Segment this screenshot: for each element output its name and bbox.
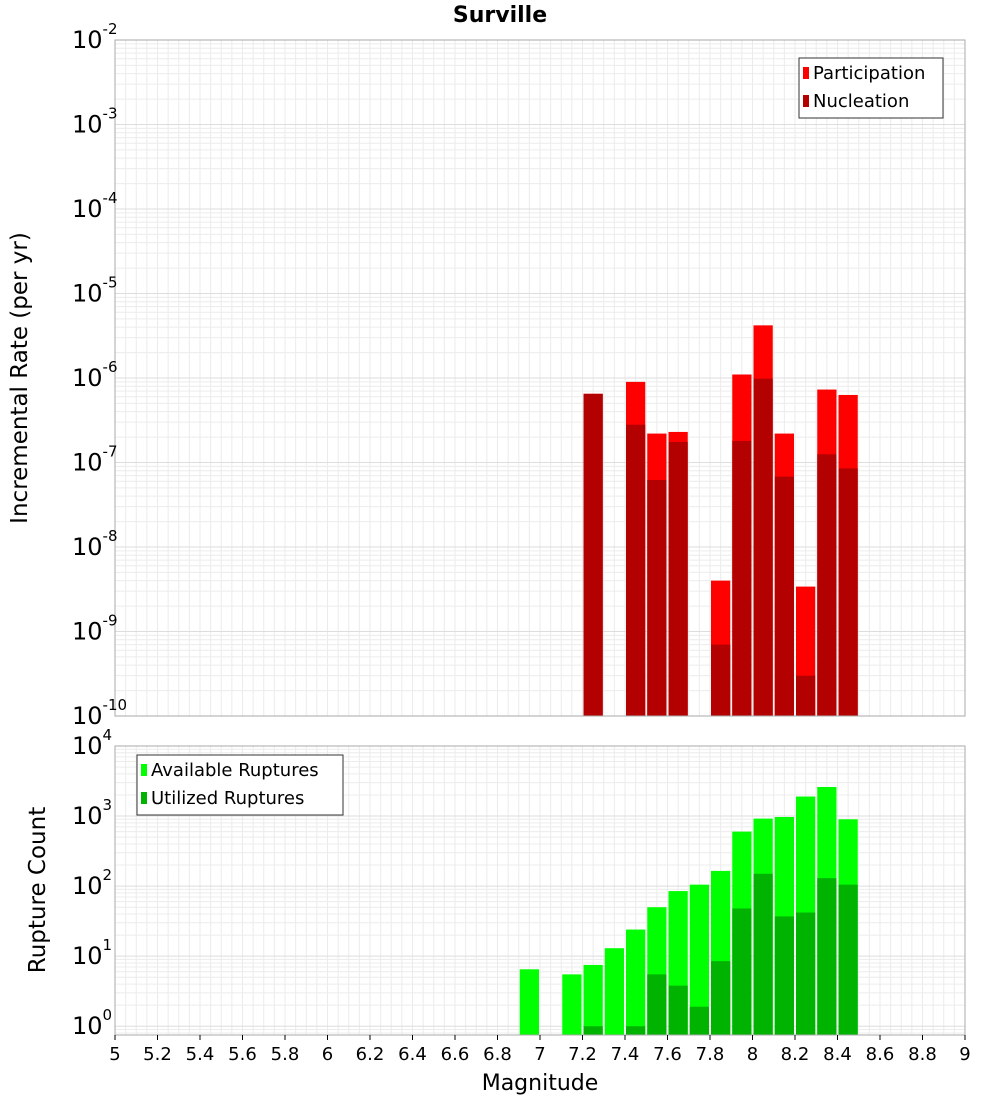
x-tick-label: 8 [747, 1044, 758, 1065]
nucleation-bar [732, 440, 752, 716]
top-grid [114, 40, 966, 717]
x-tick-label: 6.8 [483, 1044, 512, 1065]
x-tick-label: 8.8 [908, 1044, 937, 1065]
utilized-ruptures-bar [796, 912, 816, 1035]
nucleation-bar [774, 476, 794, 716]
x-tick-label: 8.6 [866, 1044, 895, 1065]
available-ruptures-bar [562, 974, 582, 1035]
y-tick-label: 102 [72, 866, 112, 900]
y-tick-label: 10-9 [72, 612, 118, 646]
x-tick-label: 8.2 [781, 1044, 810, 1065]
y-tick-label: 10-4 [72, 189, 118, 223]
y-tick-label: 101 [72, 936, 112, 970]
utilized-ruptures-bar [668, 985, 688, 1035]
nucleation-bar [711, 644, 731, 716]
x-axis-label: Magnitude [482, 1071, 599, 1096]
utilized-ruptures-bar [817, 878, 837, 1035]
utilized-ruptures-bar [838, 884, 858, 1035]
y-tick-label: 10-7 [72, 443, 118, 477]
bottom-y-axis-label: Rupture Count [25, 807, 51, 973]
y-tick-label: 100 [72, 1006, 112, 1040]
x-tick-label: 7.6 [653, 1044, 682, 1065]
legend-swatch [803, 67, 809, 79]
available-ruptures-bar [583, 964, 603, 1035]
legend-box [136, 754, 344, 816]
legend-swatch [141, 764, 147, 776]
nucleation-bar [583, 393, 603, 716]
chart-title: Surville [453, 3, 547, 28]
x-tick-label: 5.8 [271, 1044, 300, 1065]
legend-label: Participation [813, 63, 925, 84]
available-ruptures-bar [604, 948, 624, 1035]
legend-label: Available Ruptures [151, 760, 319, 781]
available-ruptures-bar [626, 929, 646, 1035]
utilized-ruptures-bar [583, 1026, 603, 1035]
x-tick-label: 7.8 [696, 1044, 725, 1065]
available-ruptures-bar [689, 884, 709, 1035]
utilized-ruptures-bar [626, 1026, 646, 1035]
utilized-ruptures-bar [774, 916, 794, 1035]
y-tick-label: 10-3 [72, 105, 118, 139]
utilized-ruptures-bar [647, 974, 667, 1035]
top-legend: Participation Nucleation [798, 57, 944, 119]
nucleation-bar [817, 454, 837, 716]
bottom-legend: Available Ruptures Utilized Ruptures [136, 754, 344, 816]
utilized-ruptures-bar [753, 873, 773, 1035]
x-ticks: 5 5.2 5.4 5.6 5.8 6 6.2 6.4 6.6 6.8 7 7.2 7.4 7.6 7.8 8… [109, 1035, 971, 1065]
y-tick-label: 10-5 [72, 274, 118, 308]
x-tick-label: 9 [959, 1044, 970, 1065]
legend-swatch [803, 95, 809, 107]
nucleation-bar [796, 675, 816, 716]
nucleation-bar [647, 480, 667, 716]
nucleation-bar [753, 378, 773, 716]
legend-label: Nucleation [813, 91, 909, 112]
y-tick-label: 10-6 [72, 358, 118, 392]
utilized-ruptures-bar [711, 961, 731, 1035]
nucleation-bar [838, 468, 858, 716]
x-tick-label: 5 [109, 1044, 120, 1065]
legend-swatch [141, 792, 147, 804]
legend-box [798, 57, 944, 119]
x-tick-label: 5.2 [143, 1044, 172, 1065]
y-tick-label: 104 [72, 726, 112, 760]
x-tick-label: 6.4 [398, 1044, 427, 1065]
x-tick-label: 5.4 [186, 1044, 215, 1065]
bottom-y-ticks: 100 101 102 103 104 [72, 726, 112, 1040]
utilized-ruptures-bar [689, 1006, 709, 1035]
y-tick-label: 10-2 [72, 20, 118, 54]
nucleation-bar [626, 424, 646, 716]
y-tick-label: 10-8 [72, 527, 118, 561]
x-tick-label: 8.4 [823, 1044, 852, 1065]
x-tick-label: 6 [322, 1044, 333, 1065]
bottom-bars [519, 786, 858, 1035]
top-plot-border [114, 39, 966, 717]
y-tick-label: 10-10 [72, 696, 127, 730]
x-tick-label: 7.2 [568, 1044, 597, 1065]
x-tick-label: 7.4 [611, 1044, 640, 1065]
y-tick-label: 103 [72, 796, 112, 830]
available-ruptures-bar [519, 969, 539, 1035]
utilized-ruptures-bar [732, 908, 752, 1035]
top-y-ticks: 10-10 10-9 10-8 10-7 10-6 10-5 10-4 10-3 10-2 [72, 20, 127, 730]
top-y-axis-label: Incremental Rate (per yr) [7, 232, 33, 524]
x-tick-label: 7 [534, 1044, 545, 1065]
x-tick-label: 6.2 [356, 1044, 385, 1065]
legend-label: Utilized Ruptures [151, 788, 304, 809]
top-bars [583, 325, 858, 716]
x-tick-label: 6.6 [441, 1044, 470, 1065]
x-tick-label: 5.6 [228, 1044, 257, 1065]
nucleation-bar [668, 441, 688, 716]
